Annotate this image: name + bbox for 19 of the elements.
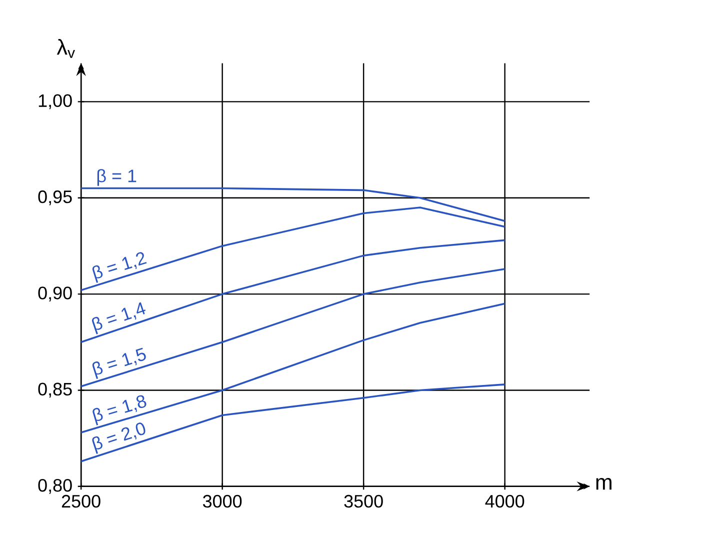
y-tick-label: 0,85 xyxy=(38,382,72,398)
x-axis-title: m xyxy=(596,478,612,490)
y-tick-label: 1,00 xyxy=(38,94,72,109)
y-tick-label: 0,95 xyxy=(38,190,72,206)
series-label: β = 1 xyxy=(97,168,136,186)
line-series xyxy=(80,383,506,462)
line-series xyxy=(80,187,506,222)
text: β = 1,4 xyxy=(92,302,146,334)
y-axis-title: λ$_{v}$ xyxy=(56,38,75,58)
x-tick-label: 4000 xyxy=(485,494,524,508)
x-tick-label: 2500 xyxy=(62,494,100,508)
y-tick-label: 0,80 xyxy=(38,478,72,494)
x-tick-label: 3000 xyxy=(202,494,242,508)
text: β = 1,5 xyxy=(92,348,146,379)
line-series xyxy=(80,206,506,291)
line-series xyxy=(80,239,506,343)
x-tick-label: 3500 xyxy=(344,494,383,508)
text: β = 1,2 xyxy=(92,252,147,283)
y-tick-label: 0,90 xyxy=(38,286,72,302)
